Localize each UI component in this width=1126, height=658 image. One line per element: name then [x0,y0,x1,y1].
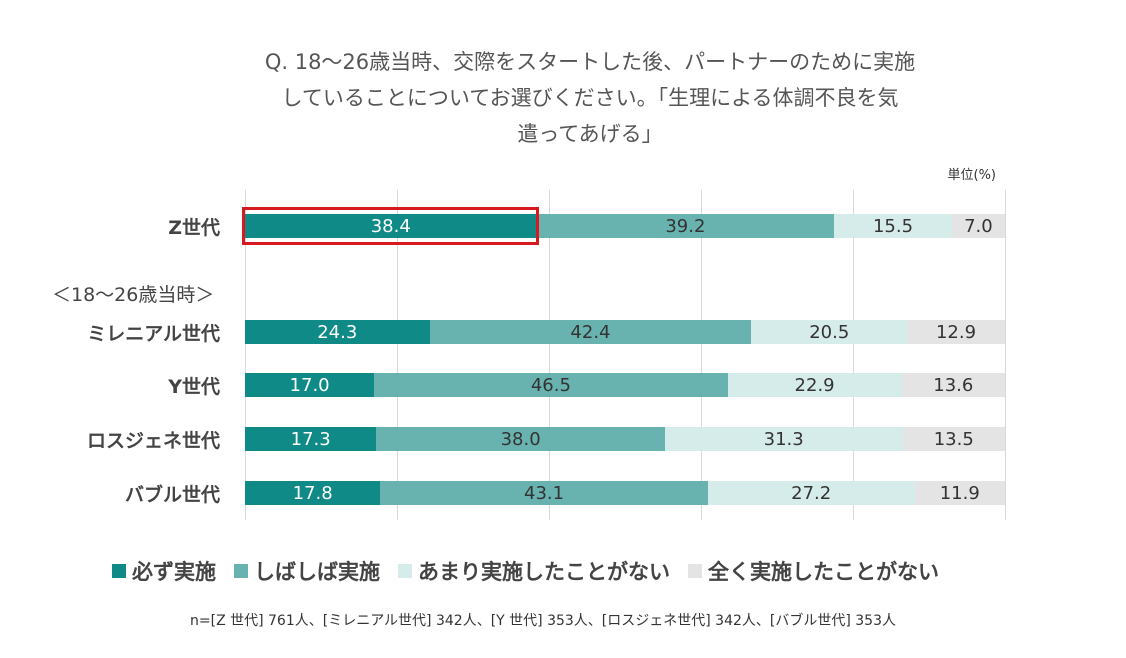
legend-item: あまり実施したことがない [398,556,670,586]
legend-item: しばしば実施 [234,556,380,586]
highlight-box [242,207,539,245]
bar-segment: 46.5 [374,373,728,397]
data-label: 39.2 [665,215,706,237]
bar-segment: 27.2 [707,481,915,505]
bar-row: 17.8 43.1 27.2 11.9 [245,481,1005,505]
bar-row: 17.0 46.5 22.9 13.6 [245,373,1005,397]
gridline [245,190,246,520]
plot-area: 38.4 39.2 15.5 7.0 24.3 42.4 20.5 12.9 17.0 46.5 2… [242,190,1006,520]
bar-segment: 20.5 [751,320,908,344]
bar-segment: 17.8 [245,481,381,505]
legend-swatch [688,564,702,578]
data-label: 15.5 [872,215,914,237]
legend-label: 必ず実施 [132,560,216,584]
sample-size-note: n=[Z 世代] 761人、[ミレニアル世代] 342人、[Y 世代] 353人… [190,613,896,629]
data-label: 13.6 [933,374,974,396]
title-line-2: していることについてお選びください。「生理による体調不良を気 [281,86,899,110]
data-label: 24.3 [317,321,358,343]
data-label: 38.4 [370,215,411,237]
group-label: ＜18〜26歳当時＞ [52,284,215,306]
data-label: 38.0 [500,428,541,450]
gridline [853,190,854,520]
chart-title: Q. 18〜26歳当時、交際をスタートした後、パートナーのために実施 しているこ… [160,44,1020,152]
bar-segment: 39.2 [536,214,835,238]
bar-segment: 13.5 [902,427,1005,451]
data-label: 7.0 [964,215,993,237]
category-label: バブル世代 [124,484,220,506]
data-label: 13.5 [933,428,974,450]
bar-segment: 24.3 [245,320,430,344]
data-label: 42.4 [570,321,611,343]
category-label: ロスジェネ世代 [86,430,220,452]
bar-row: 17.3 38.0 31.3 13.5 [245,427,1005,451]
bar-segment: 42.4 [429,320,752,344]
data-label: 43.1 [524,482,565,504]
legend-swatch [234,564,248,578]
legend-label: 全く実施したことがない [708,560,939,584]
bar-segment: 38.0 [376,427,665,451]
data-label: 17.8 [292,482,333,504]
bar-segment: 17.3 [245,427,377,451]
bar-segment: 22.9 [727,373,902,397]
gridline [701,190,702,520]
data-label: 12.9 [935,321,977,343]
data-label: 20.5 [809,321,850,343]
title-line-1: Q. 18〜26歳当時、交際をスタートした後、パートナーのために実施 [264,50,916,74]
data-label: 31.3 [763,428,804,450]
category-label: Z世代 [168,217,220,239]
unit-label: 単位(%) [947,168,997,183]
legend-label: しばしば実施 [254,560,380,584]
bar-segment: 7.0 [951,214,1005,238]
bar-row: 24.3 42.4 20.5 12.9 [245,320,1005,344]
bar-segment: 13.6 [901,373,1005,397]
category-label: ミレニアル世代 [87,323,220,345]
bar-segment: 31.3 [664,427,903,451]
data-label: 17.3 [290,428,331,450]
data-label: 27.2 [791,482,832,504]
bar-segment: 38.4 [245,214,537,238]
title-line-3: 遣ってあげる」 [517,122,663,146]
bar-row: 38.4 39.2 15.5 7.0 [245,214,1005,238]
bar-segment: 17.0 [245,373,375,397]
legend-label: あまり実施したことがない [418,560,670,584]
data-label: 17.0 [289,374,330,396]
bar-segment: 15.5 [834,214,952,238]
bar-segment: 12.9 [907,320,1005,344]
data-label: 11.9 [939,482,980,504]
gridline [549,190,550,520]
bar-segment: 11.9 [914,481,1005,505]
legend: 必ず実施 しばしば実施 あまり実施したことがない 全く実施したことがない [112,556,957,586]
legend-swatch [398,564,412,578]
gridline [397,190,398,520]
legend-item: 必ず実施 [112,556,216,586]
data-label: 46.5 [530,374,571,396]
category-label: Y世代 [168,376,220,398]
data-label: 22.9 [794,374,835,396]
gridline [1005,190,1006,520]
legend-item: 全く実施したことがない [688,556,939,586]
legend-swatch [112,564,126,578]
bar-segment: 43.1 [380,481,708,505]
